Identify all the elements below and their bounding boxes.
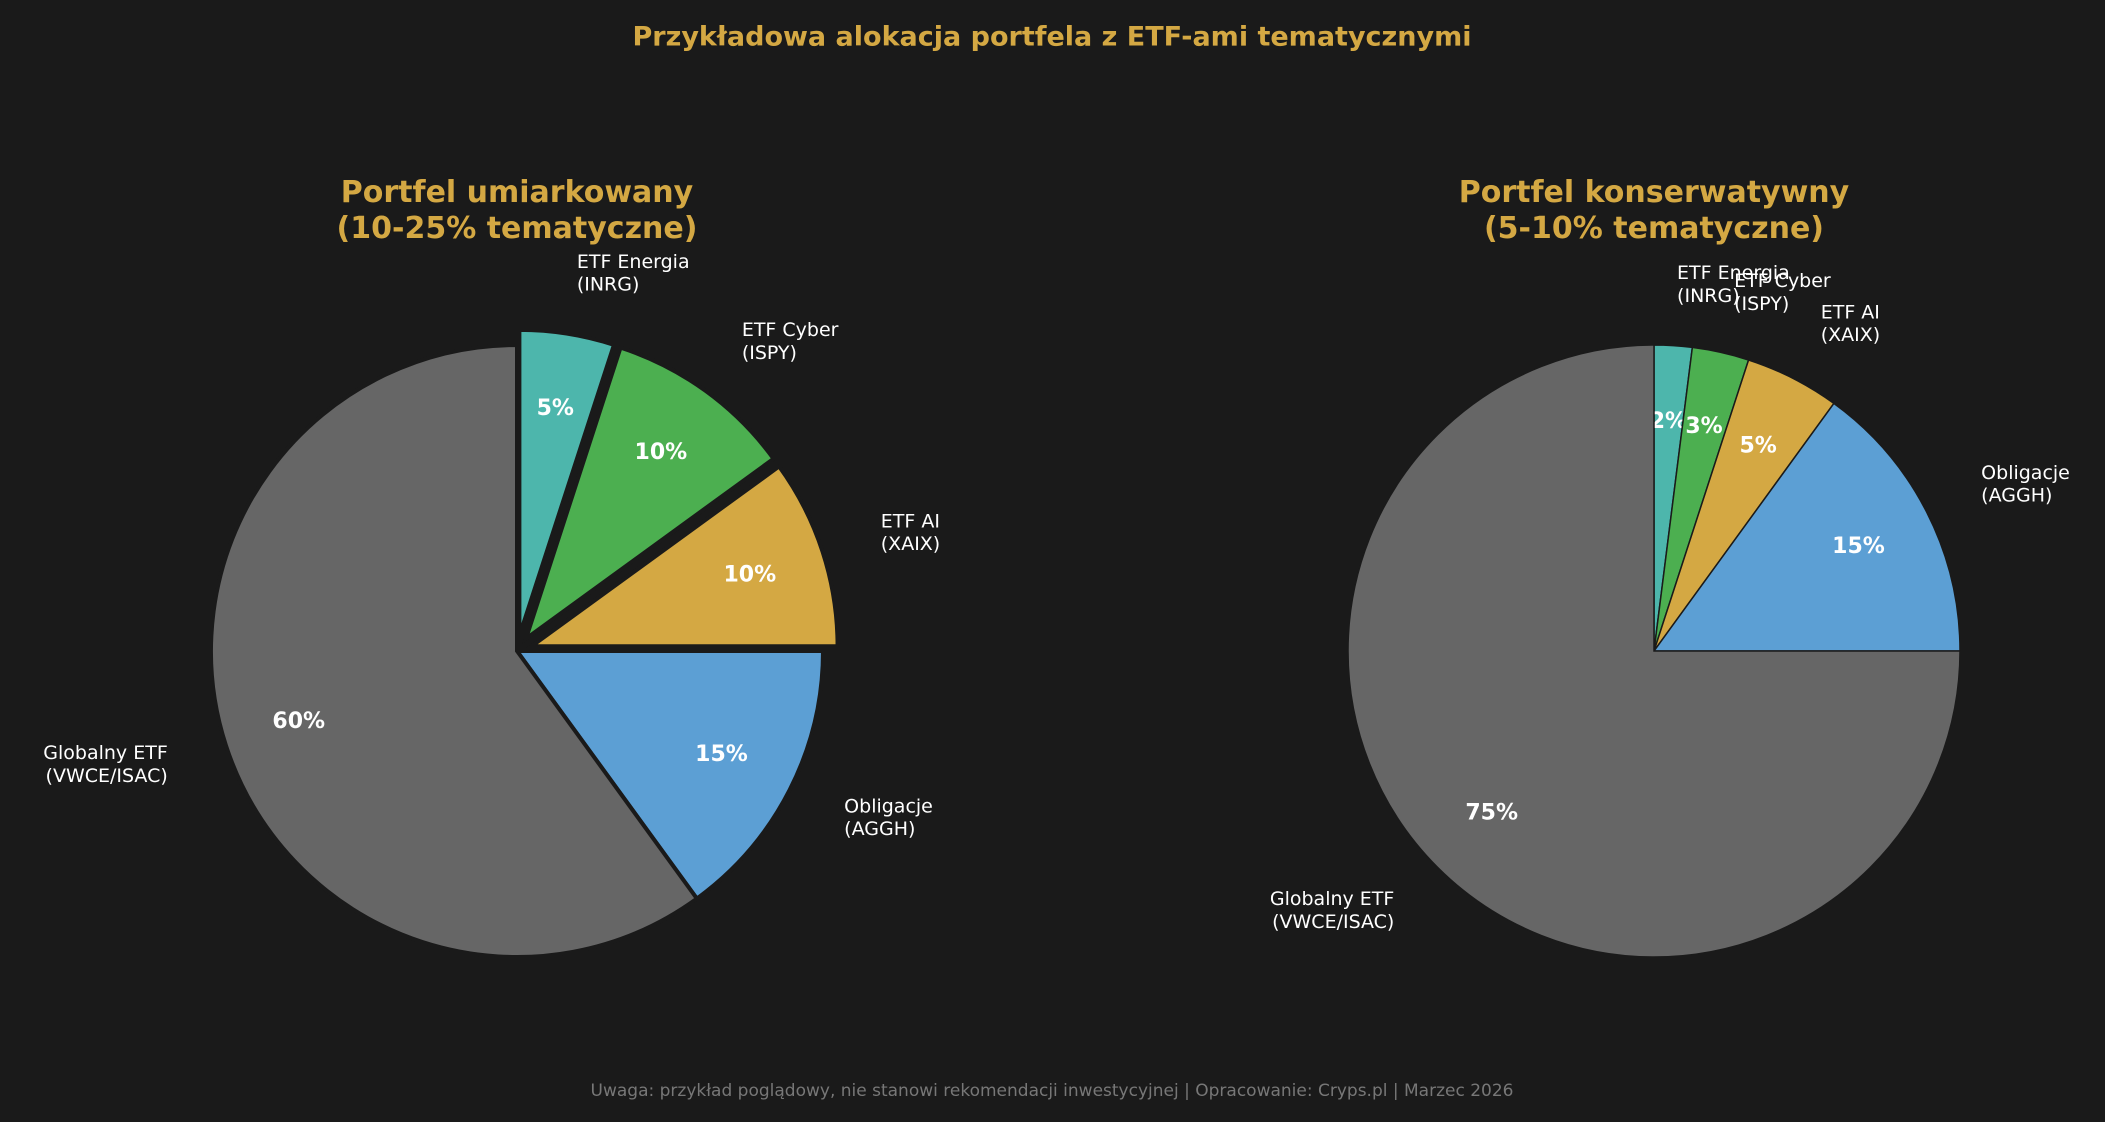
value-label: 5% (1740, 434, 1777, 459)
pie-slice (1652, 402, 1961, 652)
pie-slice (525, 463, 840, 649)
value-label: 75% (1465, 800, 1518, 825)
pie-slice (522, 345, 777, 644)
pie-slice (1347, 344, 1961, 958)
footnote: Uwaga: przykład poglądowy, nie stanowi r… (591, 1081, 1514, 1101)
category-label: ETF Cyber (ISPY) (1734, 270, 1831, 315)
value-label: 3% (1685, 414, 1722, 439)
chart-title: Portfel umiarkowany (10-25% tematyczne) (337, 175, 698, 246)
value-label: 10% (635, 440, 688, 465)
value-label: 10% (723, 562, 776, 587)
category-label: ETF AI (XAIX) (881, 510, 940, 555)
value-label: 60% (272, 709, 325, 734)
category-label: ETF Energia (INRG) (1677, 262, 1790, 307)
page-title: Przykładowa alokacja portfela z ETF-ami … (633, 22, 1472, 53)
category-label: ETF Cyber (ISPY) (742, 319, 839, 364)
category-label: ETF AI (XAIX) (1821, 301, 1880, 346)
category-label: Globalny ETF (VWCE/ISAC) (43, 742, 167, 787)
category-label: ETF Energia (INRG) (577, 250, 690, 295)
chart-title: Portfel konserwatywny (5-10% tematyczne) (1459, 175, 1850, 246)
value-label: 2% (1650, 409, 1687, 434)
category-label: Globalny ETF (VWCE/ISAC) (1270, 888, 1394, 933)
pie-slice (513, 649, 826, 902)
category-label: Obligacje (AGGH) (1981, 461, 2070, 506)
category-label: Obligacje (AGGH) (844, 795, 933, 840)
pie-slice (209, 342, 700, 959)
value-label: 5% (537, 396, 574, 421)
value-label: 15% (695, 742, 748, 767)
value-label: 15% (1832, 534, 1885, 559)
pie-slice (517, 327, 617, 637)
